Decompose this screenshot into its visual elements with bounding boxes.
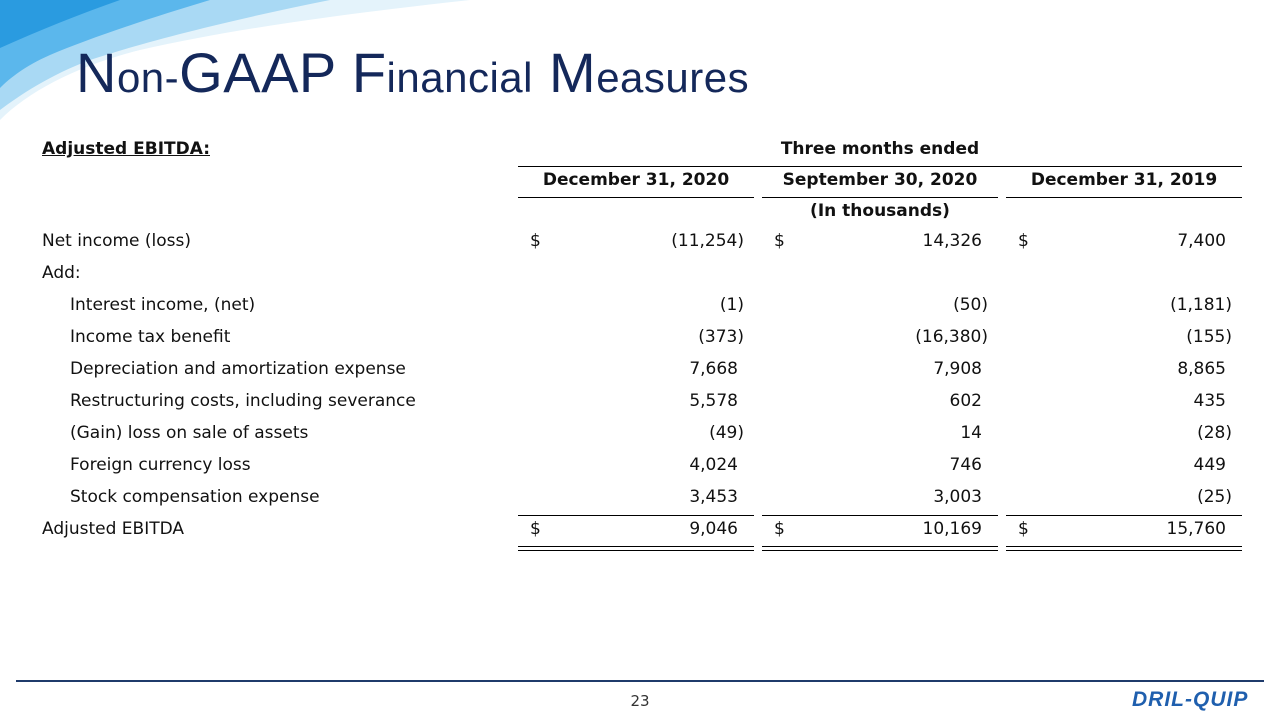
value-text: 14,326 (922, 231, 982, 251)
value-text: 14 (960, 423, 982, 443)
value-text: 8,865 (1177, 359, 1226, 379)
column-header-dec-2020: December 31, 2020 (542, 170, 730, 190)
column-header-rule (762, 197, 998, 198)
table-row: Net income (loss) $ (11,254) $14,326 $7,400 (0, 231, 1280, 263)
subtotal-rule (518, 515, 754, 516)
column-header-dec-2019: December 31, 2019 (1030, 170, 1218, 190)
value-text: 3,003 (933, 487, 982, 507)
table-row: Add: (0, 263, 1280, 295)
row-label: Adjusted EBITDA (42, 519, 185, 539)
value-text: 3,453 (689, 487, 738, 507)
value-text: (155) (1186, 327, 1232, 347)
value-text: 435 (1193, 391, 1226, 411)
subtotal-rule (1006, 515, 1242, 516)
page-title: Non-GAAP Financial Measures (76, 41, 750, 104)
currency-symbol: $ (530, 231, 541, 251)
currency-symbol: $ (774, 519, 785, 539)
currency-symbol: $ (774, 231, 785, 251)
table-row: Income tax benefit (373) (16,380) (155) (0, 327, 1280, 359)
row-label: Restructuring costs, including severance (70, 391, 416, 411)
subtotal-rule (762, 515, 998, 516)
currency-symbol: $ (530, 519, 541, 539)
value-text: 7,668 (689, 359, 738, 379)
value-text: (16,380) (915, 327, 988, 347)
value-text: 4,024 (689, 455, 738, 475)
value-text: 449 (1193, 455, 1226, 475)
currency-symbol: $ (1018, 519, 1029, 539)
table-row: Restructuring costs, including severance… (0, 391, 1280, 423)
table-row: Interest income, (net) (1) (50) (1,181) (0, 295, 1280, 327)
value-text: 5,578 (689, 391, 738, 411)
row-label: Add: (42, 263, 81, 283)
value-text: (1,181) (1170, 295, 1232, 315)
period-header-rule (518, 166, 1242, 167)
value-text: 15,760 (1166, 519, 1226, 539)
column-header-rule (1006, 197, 1242, 198)
table-row: Adjusted EBITDA $9,046 $10,169 $15,760 (0, 519, 1280, 551)
value-text: (11,254) (671, 231, 744, 251)
total-double-rule (1006, 546, 1242, 551)
table-row: Stock compensation expense 3,453 3,003 (25) (0, 487, 1280, 519)
period-header: Three months ended (780, 139, 980, 159)
value-text: (28) (1197, 423, 1232, 443)
row-label: Income tax benefit (70, 327, 231, 347)
header-swoosh-graphic (0, 0, 470, 120)
value-text: 7,400 (1177, 231, 1226, 251)
row-label: Stock compensation expense (70, 487, 320, 507)
row-label: Foreign currency loss (70, 455, 251, 475)
value-text: 602 (949, 391, 982, 411)
column-header-sep-2020: September 30, 2020 (782, 170, 978, 190)
currency-symbol: $ (1018, 231, 1029, 251)
value-text: 9,046 (689, 519, 738, 539)
value-text: (25) (1197, 487, 1232, 507)
company-logo: DRIL-QUIP (1132, 688, 1249, 711)
value-text: (50) (953, 295, 988, 315)
row-label: Depreciation and amortization expense (70, 359, 406, 379)
table-row: (Gain) loss on sale of assets (49) 14 (28) (0, 423, 1280, 455)
page-number: 23 (630, 692, 650, 710)
footer-rule (16, 680, 1264, 682)
row-label: Interest income, (net) (70, 295, 256, 315)
value-text: (373) (698, 327, 744, 347)
row-label: (Gain) loss on sale of assets (70, 423, 309, 443)
table-row: Depreciation and amortization expense 7,6… (0, 359, 1280, 391)
value-text: 746 (949, 455, 982, 475)
section-label: Adjusted EBITDA: (42, 139, 210, 159)
total-double-rule (762, 546, 998, 551)
value-text: (1) (719, 295, 744, 315)
table-row: Foreign currency loss 4,024 746 449 (0, 455, 1280, 487)
row-label: Net income (loss) (42, 231, 192, 251)
value-text: 7,908 (933, 359, 982, 379)
column-header-rule (518, 197, 754, 198)
units-label: (In thousands) (810, 201, 950, 221)
value-text: 10,169 (922, 519, 982, 539)
value-text: (49) (709, 423, 744, 443)
total-double-rule (518, 546, 754, 551)
